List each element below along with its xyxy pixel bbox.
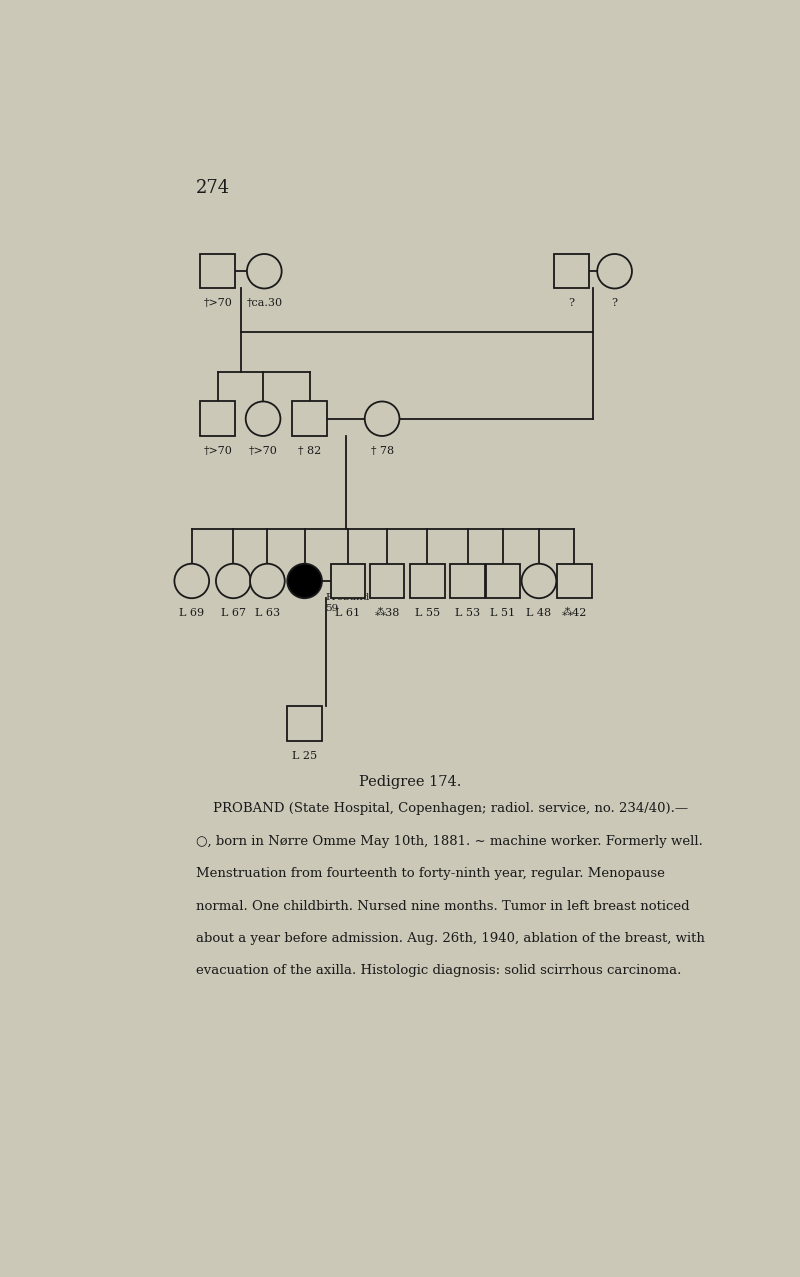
Text: Pedigree 174.: Pedigree 174. [359,775,461,789]
Text: normal. One childbirth. Nursed nine months. Tumor in left breast noticed: normal. One childbirth. Nursed nine mont… [196,899,690,913]
Text: PROBAND (State Hospital, Copenhagen; radiol. service, no. 234/40).—: PROBAND (State Hospital, Copenhagen; rad… [196,802,688,815]
Bar [287,706,322,741]
Text: Proband
59: Proband 59 [325,594,370,613]
Bar [292,401,327,435]
Text: evacuation of the axilla. Histologic diagnosis: solid scirrhous carcinoma.: evacuation of the axilla. Histologic dia… [196,964,682,977]
Ellipse shape [247,254,282,289]
Bar [450,563,485,598]
Text: ⁂42: ⁂42 [562,608,587,618]
Text: ○, born in Nørre Omme May 10th, 1881. ∼ machine worker. Formerly well.: ○, born in Nørre Omme May 10th, 1881. ∼ … [196,835,703,848]
Text: ?: ? [612,299,618,308]
Text: L 63: L 63 [255,608,280,618]
Text: L 48: L 48 [526,608,551,618]
Ellipse shape [365,401,399,435]
Ellipse shape [598,254,632,289]
Ellipse shape [174,563,209,598]
Bar [410,563,445,598]
Bar [554,254,589,289]
Ellipse shape [522,563,556,598]
Text: †>70: †>70 [249,446,278,456]
Text: † 78: † 78 [370,446,394,456]
Ellipse shape [287,563,322,598]
Text: †>70: †>70 [203,446,232,456]
Text: L 25: L 25 [292,751,317,761]
Text: L 67: L 67 [221,608,246,618]
Text: † 82: † 82 [298,446,321,456]
Text: †ca.30: †ca.30 [246,299,282,308]
Bar [486,563,520,598]
Ellipse shape [216,563,250,598]
Text: L 53: L 53 [455,608,480,618]
Text: †>70: †>70 [203,299,232,308]
Text: 274: 274 [196,179,230,197]
Bar [330,563,366,598]
Ellipse shape [250,563,285,598]
Bar [201,254,235,289]
Text: L 55: L 55 [414,608,440,618]
Ellipse shape [246,401,281,435]
Text: about a year before admission. Aug. 26th, 1940, ablation of the breast, with: about a year before admission. Aug. 26th… [196,932,705,945]
Text: Menstruation from fourteenth to forty-ninth year, regular. Menopause: Menstruation from fourteenth to forty-ni… [196,867,665,880]
Bar [201,401,235,435]
Text: ⁂38: ⁂38 [374,608,400,618]
Text: L 69: L 69 [179,608,204,618]
Text: L 51: L 51 [490,608,515,618]
Bar [370,563,405,598]
Text: L 61: L 61 [335,608,361,618]
Bar [557,563,592,598]
Text: ?: ? [568,299,574,308]
